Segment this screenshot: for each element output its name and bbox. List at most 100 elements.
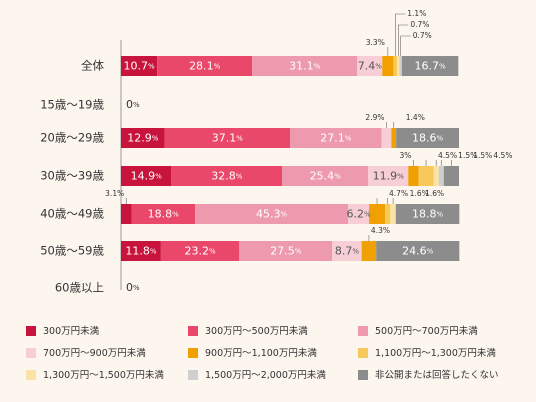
leader-line	[400, 35, 411, 56]
data-label: 24.6%	[402, 245, 434, 258]
bar-segment	[121, 56, 158, 76]
data-label-outside: 1.5%	[473, 151, 492, 160]
legend-label: 1,100万円～1,300万円未満	[375, 347, 496, 359]
data-label-outside: 4.7%	[389, 189, 408, 198]
bar-segment	[157, 56, 253, 76]
data-label-outside: 4.5%	[438, 151, 457, 160]
legend-swatch	[358, 326, 368, 336]
bars-layer	[121, 56, 460, 261]
category-label: 50歳～59歳	[40, 244, 104, 258]
bar-segment	[369, 204, 385, 224]
data-label: 18.8%	[148, 208, 180, 221]
data-label-outside: 1.6%	[410, 189, 429, 198]
data-label: 27.5%	[270, 245, 302, 258]
bar-segment	[408, 166, 419, 186]
category-label: 全体	[81, 59, 104, 73]
legend-swatch	[26, 326, 36, 336]
legend-label: 300万円未満	[43, 325, 100, 337]
data-label: 28.1%	[189, 60, 221, 73]
bar-segment	[195, 204, 349, 224]
leader-line	[398, 24, 409, 56]
bar-segment	[368, 166, 409, 186]
data-label-outside: 1.4%	[406, 113, 425, 122]
legend-label: 1,500万円～2,000万円未満	[205, 369, 326, 381]
data-label-outside: 4.5%	[493, 151, 512, 160]
data-label: 6.2%	[347, 208, 372, 221]
bar-segment	[396, 128, 459, 148]
bar-segment	[399, 56, 402, 76]
bar-segment	[131, 204, 196, 224]
bar-segment	[332, 241, 362, 261]
bar-segment	[239, 241, 333, 261]
data-label-outside: 1.1%	[407, 9, 426, 18]
legend-label: 1,300万円～1,500万円未満	[43, 369, 164, 381]
data-label: 11.8%	[125, 245, 157, 258]
data-label: 11.9%	[373, 170, 405, 183]
zero-label: 0%	[126, 281, 140, 294]
legend-label: 500万円～700万円未満	[375, 325, 478, 337]
data-label-outside: 1.5%	[458, 151, 477, 160]
bar-segment	[252, 56, 358, 76]
bar-segment	[397, 56, 400, 76]
bar-segment	[393, 56, 398, 76]
data-label-outside: 3%	[399, 151, 411, 160]
data-label: 37.1%	[212, 132, 244, 145]
data-label: 12.9%	[127, 132, 159, 145]
bar-segment	[290, 128, 382, 148]
bar-segment	[121, 241, 161, 261]
legend-swatch	[358, 370, 368, 380]
bar-segment	[384, 204, 391, 224]
legend-swatch	[188, 326, 198, 336]
data-label: 18.8%	[412, 208, 444, 221]
bar-segment	[401, 56, 459, 76]
bar-segment	[433, 166, 439, 186]
bar-segment	[391, 128, 397, 148]
legend-swatch	[188, 348, 198, 358]
data-label-outside: 0.7%	[410, 20, 429, 29]
data-label: 23.2%	[185, 245, 217, 258]
labels-layer: 全体 15歳～19歳 20歳～29歳 30歳～39歳 40歳～49歳 50歳～59歳 60歳…	[40, 9, 512, 295]
data-label: 18.6%	[412, 132, 444, 145]
data-label: 10.7%	[124, 60, 156, 73]
bar-segment	[361, 241, 377, 261]
legend-label: 非公開または回答したくない	[375, 369, 499, 381]
zero-label: 0%	[126, 98, 140, 111]
bar-segment	[418, 166, 434, 186]
bar-segment	[438, 166, 444, 186]
data-label-outside: 3.1%	[105, 189, 124, 198]
bar-segment	[121, 166, 172, 186]
data-label-outside: 0.7%	[413, 31, 432, 40]
legend-label: 700万円～900万円未満	[43, 347, 146, 359]
category-label: 60歳以上	[55, 281, 104, 295]
data-label: 25.4%	[310, 170, 342, 183]
bar-segment	[282, 166, 369, 186]
legend-swatch	[188, 370, 198, 380]
category-label: 40歳～49歳	[40, 207, 104, 221]
data-label: 7.4%	[358, 60, 383, 73]
legend: 300万円未満 300万円～500万円未満 500万円～700万円未満 700万円～9…	[26, 325, 499, 381]
bar-segment	[171, 166, 283, 186]
data-label-outside: 2.9%	[365, 113, 384, 122]
bar-segment	[357, 56, 383, 76]
bar-segment	[381, 128, 392, 148]
legend-label: 900万円～1,100万円未満	[205, 347, 317, 359]
bar-segment	[376, 241, 460, 261]
legend-label: 300万円～500万円未満	[205, 325, 308, 337]
bar-segment	[160, 241, 240, 261]
data-label-outside: 4.3%	[371, 226, 390, 235]
data-label: 31.1%	[289, 60, 321, 73]
data-label-outside: 1.6%	[425, 189, 444, 198]
data-label: 45.3%	[256, 208, 288, 221]
bar-segment	[443, 166, 459, 186]
data-label: 27.1%	[320, 132, 352, 145]
legend-swatch	[26, 348, 36, 358]
leader-line	[394, 13, 406, 56]
bar-segment	[390, 204, 396, 224]
bar-segment	[164, 128, 290, 148]
data-label: 16.7%	[415, 60, 447, 73]
category-label: 15歳～19歳	[40, 98, 104, 112]
category-label: 20歳～29歳	[40, 131, 104, 145]
data-label: 8.7%	[335, 245, 360, 258]
bar-segment	[348, 204, 370, 224]
